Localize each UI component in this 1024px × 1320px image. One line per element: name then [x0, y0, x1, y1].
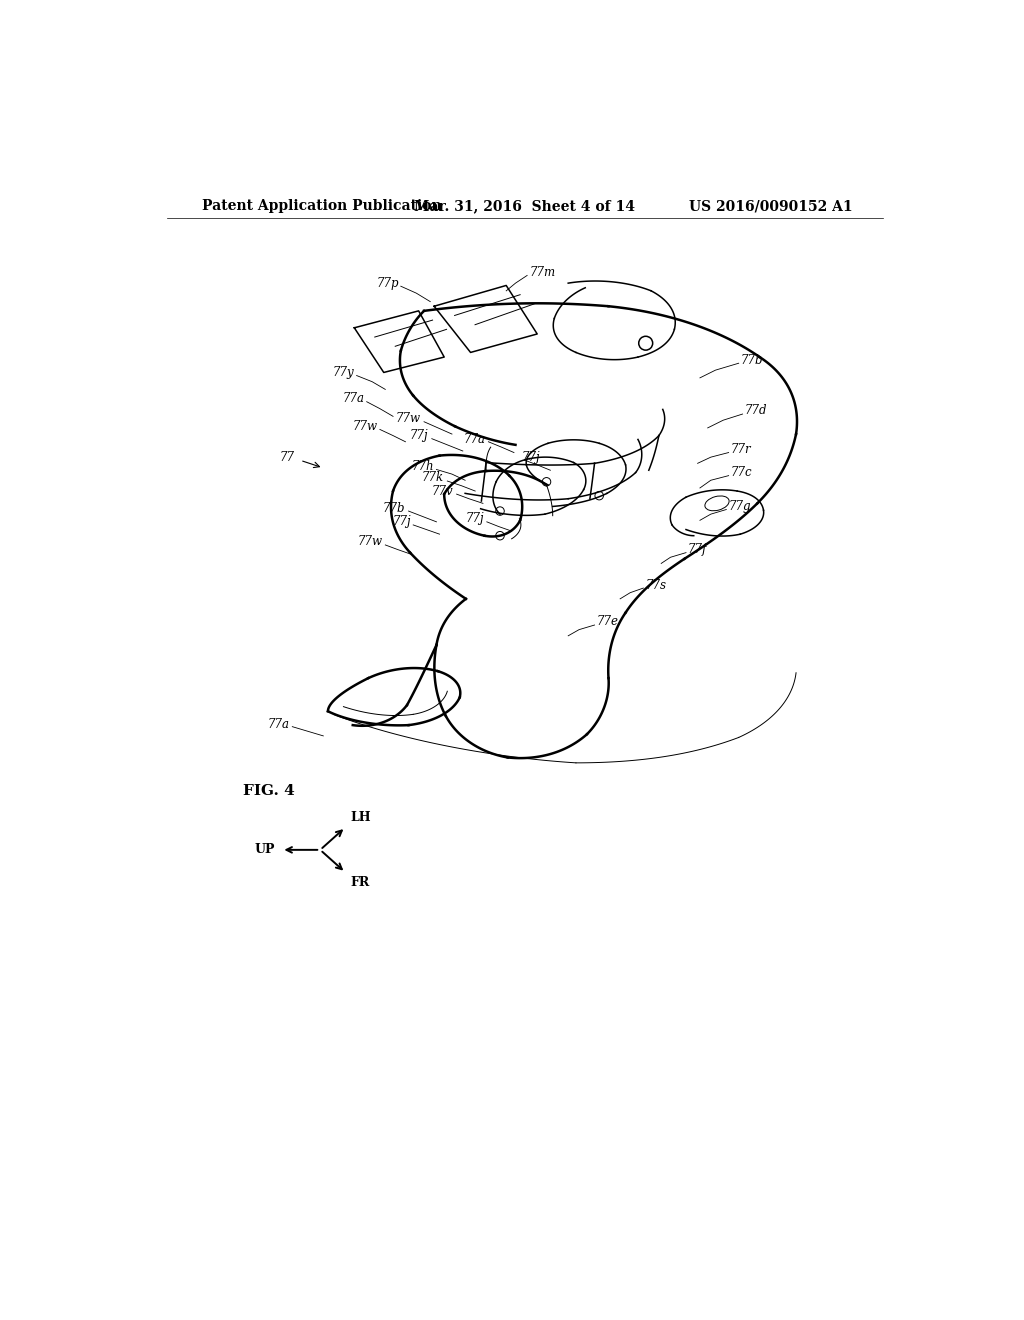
- Text: 77d: 77d: [744, 404, 767, 417]
- Text: 77a: 77a: [267, 718, 289, 731]
- Text: 77: 77: [280, 450, 295, 463]
- Text: 77a: 77a: [342, 392, 365, 405]
- Text: 77f: 77f: [687, 543, 707, 556]
- Text: 77r: 77r: [731, 444, 752, 455]
- Text: 77w: 77w: [352, 420, 378, 433]
- Text: 77b: 77b: [740, 354, 763, 367]
- Text: 77a: 77a: [464, 433, 486, 446]
- Text: 77v: 77v: [432, 484, 454, 498]
- Text: LH: LH: [350, 810, 371, 824]
- Text: 77g: 77g: [729, 500, 752, 513]
- Text: 77b: 77b: [383, 502, 406, 515]
- Text: 77w: 77w: [357, 536, 382, 548]
- Text: 77k: 77k: [422, 471, 444, 484]
- Text: 77j: 77j: [410, 429, 429, 442]
- Text: 77e: 77e: [597, 615, 618, 628]
- Text: US 2016/0090152 A1: US 2016/0090152 A1: [689, 199, 853, 213]
- Text: 77j: 77j: [392, 515, 411, 528]
- Text: 77h: 77h: [412, 459, 434, 473]
- Text: Mar. 31, 2016  Sheet 4 of 14: Mar. 31, 2016 Sheet 4 of 14: [415, 199, 635, 213]
- Text: 77s: 77s: [646, 579, 667, 593]
- Text: 77y: 77y: [333, 366, 354, 379]
- Text: FIG. 4: FIG. 4: [243, 784, 295, 799]
- Text: 77w: 77w: [396, 412, 421, 425]
- Text: UP: UP: [255, 843, 275, 857]
- Text: FR: FR: [350, 875, 370, 888]
- Text: 77p: 77p: [377, 277, 399, 289]
- Text: 77c: 77c: [731, 466, 753, 479]
- Text: 77m: 77m: [529, 265, 556, 279]
- Text: 77j: 77j: [521, 450, 541, 463]
- Text: Patent Application Publication: Patent Application Publication: [202, 199, 441, 213]
- Text: 77j: 77j: [466, 512, 484, 525]
